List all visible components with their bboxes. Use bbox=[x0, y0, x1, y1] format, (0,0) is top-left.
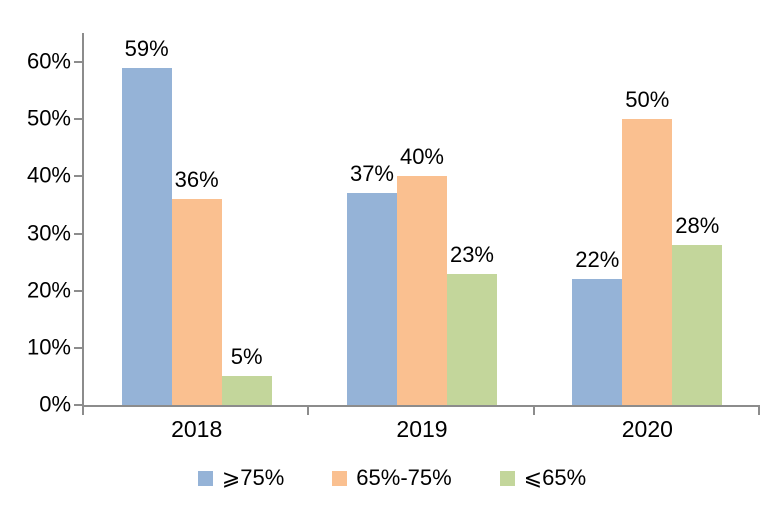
bar-group-2018: 59% 36% 5% 2018 bbox=[84, 33, 309, 441]
y-tick-mark bbox=[74, 232, 82, 235]
bar-2019-series0 bbox=[346, 193, 397, 405]
value-label: 50% bbox=[625, 87, 670, 113]
bar-2020-series2 bbox=[672, 244, 723, 405]
y-axis-line-extension bbox=[82, 405, 84, 415]
bar-2020-series1 bbox=[622, 119, 673, 405]
category-label: 2018 bbox=[171, 416, 223, 442]
y-tick-mark bbox=[74, 175, 82, 178]
y-axis-label: 20% bbox=[26, 277, 71, 303]
x-tick-mark bbox=[307, 407, 310, 415]
value-label: 28% bbox=[675, 212, 720, 238]
plot-area: 0% 10% 20% 30% 40% 50% 60% 59% 36% 5% 2018 37% 40% 23… bbox=[27, 33, 760, 441]
y-tick-mark bbox=[74, 404, 82, 406]
bar-group-2019: 37% 40% 23% 2019 bbox=[309, 33, 534, 441]
value-label: 5% bbox=[230, 344, 263, 370]
y-tick-mark bbox=[74, 61, 82, 63]
y-axis-label: 50% bbox=[26, 105, 71, 131]
x-tick-mark bbox=[532, 407, 535, 415]
bar-2018-series1 bbox=[171, 199, 222, 405]
bar-2019-series2 bbox=[446, 273, 497, 405]
y-tick-mark bbox=[74, 346, 82, 349]
legend-swatch bbox=[197, 470, 213, 486]
legend-item: 65%-75% bbox=[332, 465, 452, 490]
y-axis-label: 60% bbox=[26, 48, 71, 74]
legend-label: ⩽65% bbox=[523, 465, 587, 490]
value-label: 23% bbox=[449, 241, 495, 267]
value-label: 22% bbox=[575, 247, 620, 273]
bar-2018-series2 bbox=[221, 376, 272, 405]
legend-swatch bbox=[499, 470, 515, 486]
category-label: 2020 bbox=[621, 416, 673, 442]
category-label: 2019 bbox=[396, 416, 448, 442]
y-axis-label: 30% bbox=[26, 220, 71, 246]
y-axis-label: 0% bbox=[39, 391, 71, 417]
y-tick-mark bbox=[74, 118, 82, 121]
bar-2019-series1 bbox=[396, 176, 447, 405]
value-label: 59% bbox=[124, 35, 169, 61]
y-tick-mark bbox=[74, 289, 82, 292]
value-label: 40% bbox=[399, 144, 445, 170]
legend: ⩾75% 65%-75% ⩽65% bbox=[0, 467, 784, 489]
y-axis-label: 10% bbox=[26, 334, 71, 360]
bar-2020-series0 bbox=[572, 279, 623, 405]
y-axis-label: 40% bbox=[26, 162, 71, 188]
legend-label: ⩾75% bbox=[221, 465, 285, 490]
value-label: 36% bbox=[174, 167, 219, 193]
bar-2018-series0 bbox=[121, 67, 172, 405]
bar-group-2020: 22% 50% 28% 2020 bbox=[535, 33, 760, 441]
legend-label: 65%-75% bbox=[356, 465, 452, 490]
legend-item: ⩽65% bbox=[499, 465, 587, 490]
x-tick-mark bbox=[758, 407, 760, 415]
legend-item: ⩾75% bbox=[197, 465, 285, 490]
legend-swatch bbox=[332, 470, 348, 486]
value-label: 37% bbox=[349, 161, 395, 187]
